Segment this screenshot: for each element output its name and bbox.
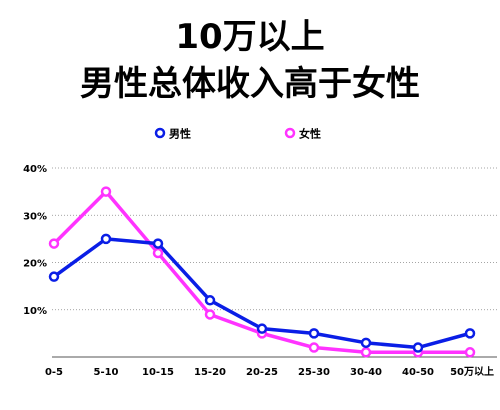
plot-area [48,186,476,358]
x-tick-label: 30-40 [350,367,382,378]
x-tick-label: 0-5 [45,367,63,378]
legend: 男性 女性 [154,127,321,141]
y-axis: 10% 20% 30% 40% [23,164,47,317]
data-point [152,247,164,259]
gridlines [52,167,497,311]
chart-title-line1: 10万以上 [175,17,324,57]
y-tick-label: 10% [23,306,47,317]
y-tick-label: 30% [23,211,47,222]
legend-label: 女性 [299,127,321,141]
legend-marker [154,127,166,139]
data-point [152,238,164,249]
x-tick-label: 40-50 [402,367,434,378]
y-tick-label: 40% [23,164,47,175]
data-point [360,337,372,349]
x-tick-label: 10-15 [142,367,174,378]
x-axis: 0-5 5-10 10-15 15-20 20-25 25-30 30-40 40-50 50万… [45,356,497,378]
data-point [360,347,372,358]
data-point [100,186,112,197]
x-tick-label: 50万以上 [450,365,494,378]
data-point [100,233,112,245]
data-point [204,295,216,306]
x-tick-label: 20-25 [246,367,278,378]
data-point [308,328,320,339]
x-tick-label: 15-20 [194,367,226,378]
data-point [204,309,216,320]
data-point [464,347,476,358]
data-point [308,342,320,353]
x-tick-label: 25-30 [298,367,330,378]
data-point [464,328,476,339]
x-tick-label: 5-10 [93,367,118,378]
data-point [48,271,60,282]
data-point [48,238,60,249]
data-point [412,342,424,353]
data-point [256,323,268,334]
y-tick-label: 20% [23,259,47,270]
chart-title-line2: 男性总体收入高于女性 [80,64,420,104]
legend-label: 男性 [169,127,191,141]
legend-marker [284,127,296,139]
